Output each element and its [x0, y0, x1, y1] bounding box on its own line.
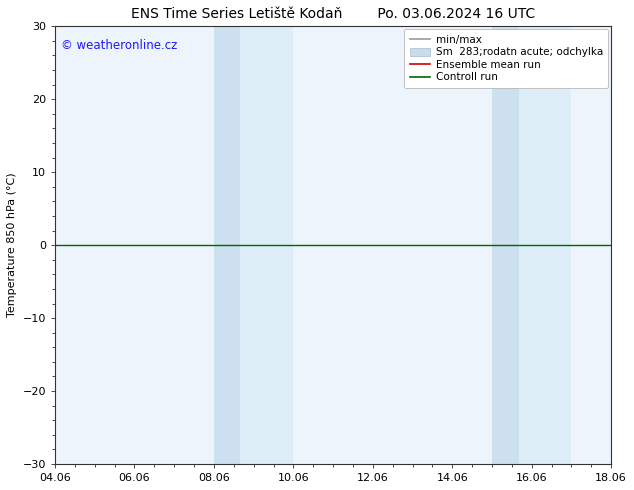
Bar — [214, 26, 240, 464]
Bar — [240, 26, 294, 464]
Legend: min/max, Sm  283;rodatn acute; odchylka, Ensemble mean run, Controll run: min/max, Sm 283;rodatn acute; odchylka, … — [404, 29, 608, 88]
Text: © weatheronline.cz: © weatheronline.cz — [61, 39, 177, 52]
Title: ENS Time Series Letiště Kodaň        Po. 03.06.2024 16 UTC: ENS Time Series Letiště Kodaň Po. 03.06.… — [131, 7, 535, 21]
Bar — [492, 26, 519, 464]
Y-axis label: Temperature 850 hPa (°C): Temperature 850 hPa (°C) — [7, 173, 17, 318]
Bar — [519, 26, 571, 464]
